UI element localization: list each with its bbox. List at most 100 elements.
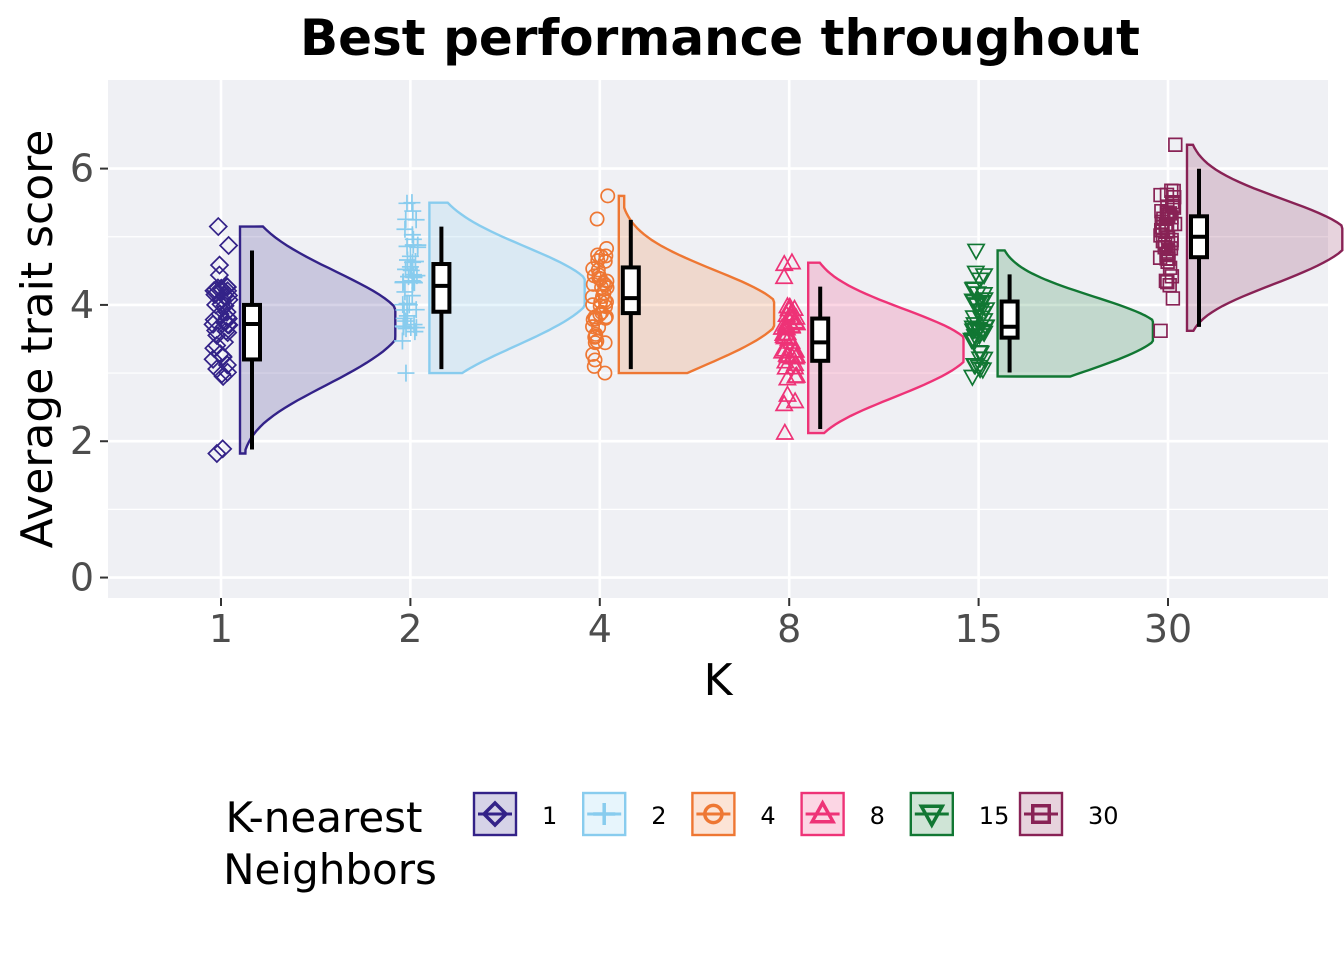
- raw-point: [1153, 323, 1168, 339]
- legend-key-shape: [1031, 804, 1051, 824]
- boxplot-box: [999, 299, 1020, 340]
- raw-point: [400, 296, 418, 314]
- density-cloud: [996, 249, 1155, 378]
- raw-point: [963, 320, 983, 338]
- boxplot-box: [810, 316, 831, 363]
- y-axis-ticks: 0 2 4 6: [70, 147, 108, 600]
- raw-point: [1164, 269, 1180, 284]
- raw-point: [398, 307, 416, 325]
- raw-point: [209, 255, 230, 275]
- raw-point: [1164, 235, 1179, 251]
- raw-point: [1163, 241, 1179, 256]
- jitter-points: [203, 137, 1183, 464]
- raw-point: [971, 345, 991, 363]
- raw-point: [974, 268, 994, 286]
- raw-point: [776, 357, 796, 375]
- raw-point: [587, 352, 603, 368]
- density-cloud: [238, 225, 397, 455]
- raw-point: [782, 315, 802, 333]
- raw-point: [409, 238, 427, 256]
- raw-point: [775, 339, 795, 357]
- raw-point: [777, 296, 798, 314]
- legend-key-shape: [809, 799, 837, 824]
- legend-key-shape: [481, 800, 509, 828]
- raw-point: [585, 319, 600, 335]
- y-tick-label: 2: [70, 419, 94, 463]
- raw-point: [396, 220, 414, 238]
- raw-point: [588, 328, 604, 344]
- raw-point: [773, 323, 793, 342]
- legend-label: 30: [1088, 802, 1119, 830]
- x-tick-label: 4: [588, 607, 612, 651]
- raw-point: [404, 202, 422, 220]
- raw-point: [212, 439, 233, 459]
- x-axis-ticks: 1 2 4 8 15 30: [209, 598, 1192, 651]
- raw-point: [217, 355, 238, 375]
- raw-point: [1165, 291, 1181, 306]
- raw-point: [598, 248, 614, 264]
- legend: K-nearest Neighbors 1 2 4 8 15 30: [223, 791, 1119, 894]
- raw-point: [210, 304, 230, 324]
- y-tick-label: 0: [70, 556, 94, 600]
- density-cloud: [428, 201, 586, 375]
- x-axis-title: K: [704, 655, 734, 706]
- raw-point: [404, 236, 422, 254]
- raw-point: [594, 280, 610, 295]
- boxplots: [242, 168, 1209, 450]
- raw-point: [600, 188, 616, 204]
- raw-point: [393, 332, 411, 350]
- legend-key-shape: [703, 803, 724, 825]
- y-tick-label: 6: [70, 147, 94, 191]
- legend-key-shape: [593, 803, 616, 825]
- raw-point: [403, 272, 421, 290]
- raw-point: [774, 267, 794, 285]
- raw-point: [785, 366, 805, 384]
- x-tick-label: 30: [1144, 607, 1192, 651]
- raw-point: [964, 294, 984, 312]
- legend-key-shape: [918, 804, 946, 829]
- raw-point: [207, 443, 227, 464]
- raw-point: [588, 311, 604, 327]
- raw-point: [777, 384, 798, 402]
- raw-point: [969, 359, 989, 377]
- legend-label: 4: [760, 802, 775, 830]
- legend-items: 1 2 4 8 15 30: [472, 791, 1119, 837]
- raw-point: [208, 278, 228, 298]
- raw-point: [404, 253, 422, 271]
- raw-point: [1162, 206, 1177, 221]
- density-cloud: [807, 261, 965, 435]
- chart-title: Best performance throughout: [300, 9, 1140, 67]
- raw-point: [1160, 254, 1175, 269]
- raw-point: [775, 351, 795, 369]
- raw-point: [970, 272, 990, 290]
- raw-point: [785, 357, 805, 375]
- raw-point: [974, 292, 994, 310]
- raw-point: [213, 347, 233, 367]
- legend-label: 2: [651, 802, 666, 830]
- raw-point: [1159, 251, 1174, 266]
- raw-point: [402, 261, 420, 279]
- raw-point: [1160, 274, 1175, 290]
- raw-point: [218, 235, 239, 256]
- raw-point: [216, 311, 236, 332]
- raw-point: [598, 277, 613, 293]
- raw-point: [593, 248, 609, 264]
- raw-point: [1164, 216, 1179, 232]
- raw-point: [402, 319, 420, 337]
- raw-point: [787, 313, 807, 331]
- density-clouds: [238, 143, 1344, 455]
- raw-point: [774, 394, 794, 412]
- raw-point: [775, 422, 795, 440]
- raw-point: [396, 283, 414, 301]
- raw-point: [214, 332, 235, 352]
- raw-point: [212, 364, 232, 384]
- raw-point: [1158, 218, 1173, 233]
- legend-label: 15: [979, 802, 1010, 830]
- raw-point: [203, 349, 223, 369]
- raw-point: [1157, 239, 1172, 255]
- raw-point: [584, 289, 600, 305]
- raw-point: [395, 309, 413, 327]
- y-axis-title: Average trait score: [12, 130, 63, 549]
